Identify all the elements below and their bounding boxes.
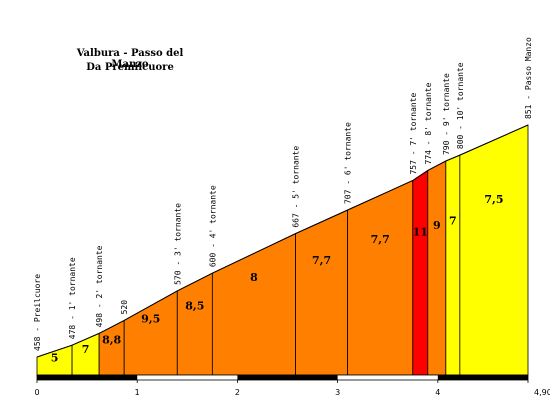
waypoint-label: 498 - 2' tornante — [95, 245, 104, 327]
x-tick-label: 2 — [235, 388, 240, 397]
gradient-segment — [347, 179, 414, 376]
x-tick-label: 4,90 — [534, 388, 550, 397]
gradient-segment — [123, 290, 178, 376]
waypoint-labels: 458 - Preilcuore 478 - 1' tornante 498 - 2… — [33, 37, 533, 351]
chart-title: Valbura - Passo del Manzo — [76, 48, 184, 70]
gradient-label: 7,5 — [484, 193, 503, 206]
waypoint-label: 851 - Passo Manzo — [524, 37, 533, 119]
waypoint-label: 800 - 10' tornante — [456, 62, 465, 149]
x-tick-label: 1 — [135, 388, 140, 397]
waypoint-label: 520 — [120, 300, 129, 315]
gradient-label: 5 — [51, 352, 59, 365]
x-tick-label: 3 — [335, 388, 340, 397]
x-tick-label: 4 — [435, 388, 440, 397]
gradient-label: 7,7 — [312, 254, 331, 267]
gradient-segment — [427, 160, 447, 376]
axis-bar-segment — [37, 375, 138, 380]
waypoint-label: 458 - Preilcuore — [33, 274, 42, 351]
waypoint-label: 757 - 7' tornante — [409, 92, 418, 174]
gradient-segment — [412, 169, 429, 376]
gradient-segment — [98, 319, 125, 376]
gradient-label: 11 — [413, 226, 428, 239]
gradient-label: 8 — [250, 271, 258, 284]
waypoint-label: 667 - 5' tornante — [292, 146, 301, 228]
gradient-label: 7,7 — [371, 233, 390, 246]
axis-bar-segment — [237, 375, 338, 380]
profile-outline — [36, 124, 529, 358]
x-tick-label: 0 — [34, 388, 39, 397]
waypoint-label: 478 - 1' tornante — [68, 257, 77, 339]
gradient-label: 9 — [433, 219, 441, 232]
gradient-label: 9,5 — [141, 312, 160, 325]
gradient-label: 7 — [449, 215, 457, 228]
gradient-segment — [295, 209, 349, 376]
gradient-label: 7 — [82, 343, 90, 356]
chart-subtitle: Da Premilcuore — [86, 62, 174, 73]
waypoint-label: 600 - 4' tornante — [208, 185, 217, 267]
gradient-segment — [211, 232, 296, 376]
waypoint-label: 774 - 8' tornante — [424, 82, 433, 164]
gradient-label: 8,8 — [102, 334, 121, 347]
waypoint-label: 707 - 6' tornante — [344, 122, 353, 204]
gradient-segments — [36, 124, 529, 376]
gradient-segment — [459, 124, 529, 376]
gradient-label: 8,5 — [185, 300, 204, 313]
gradient-segment — [445, 154, 461, 376]
profile-line — [36, 124, 529, 358]
waypoint-label: 790 - 9' tornante — [442, 73, 451, 155]
distance-axis: 0 1 2 3 4 4,90 — [34, 374, 550, 397]
waypoint-label: 570 - 3' tornante — [173, 203, 182, 285]
axis-bar-segment — [437, 375, 528, 380]
